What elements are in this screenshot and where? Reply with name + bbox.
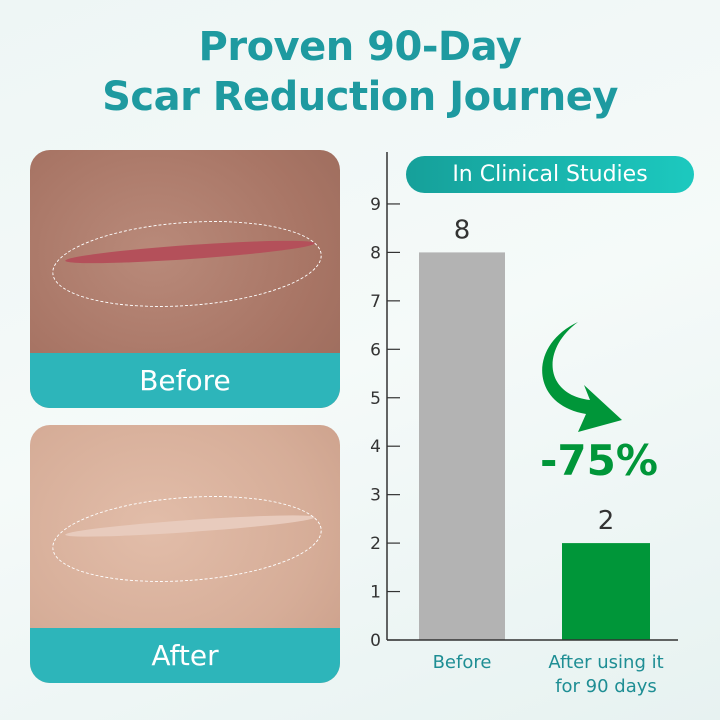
y-tick-label: 9 [370,195,381,215]
y-tick-label: 1 [370,583,381,603]
after-label: After [30,628,340,683]
clinical-studies-badge: In Clinical Studies [406,156,694,193]
category-label: for 90 days [555,676,657,697]
bar-1 [562,543,650,640]
y-tick-label: 4 [370,437,381,457]
curved-down-arrow-icon [542,322,622,432]
title-line-2: Scar Reduction Journey [102,74,618,120]
before-photo-panel: Before [30,150,340,408]
reduction-percentage: -75% [540,436,658,485]
page-title: Proven 90-Day Scar Reduction Journey [0,22,720,122]
after-photo-panel: After [30,425,340,683]
data-label: 2 [598,506,615,536]
y-tick-label: 0 [370,631,381,651]
before-label: Before [30,353,340,408]
y-tick-label: 6 [370,340,381,360]
y-tick-label: 2 [370,534,381,554]
data-label: 8 [454,215,471,245]
bar-0 [419,252,505,640]
title-line-1: Proven 90-Day [198,24,522,70]
category-label: After using it [548,652,663,673]
category-label: Before [433,652,492,673]
y-tick-label: 3 [370,486,381,506]
y-tick-label: 7 [370,292,381,312]
y-tick-label: 5 [370,389,381,409]
y-tick-label: 8 [370,243,381,263]
